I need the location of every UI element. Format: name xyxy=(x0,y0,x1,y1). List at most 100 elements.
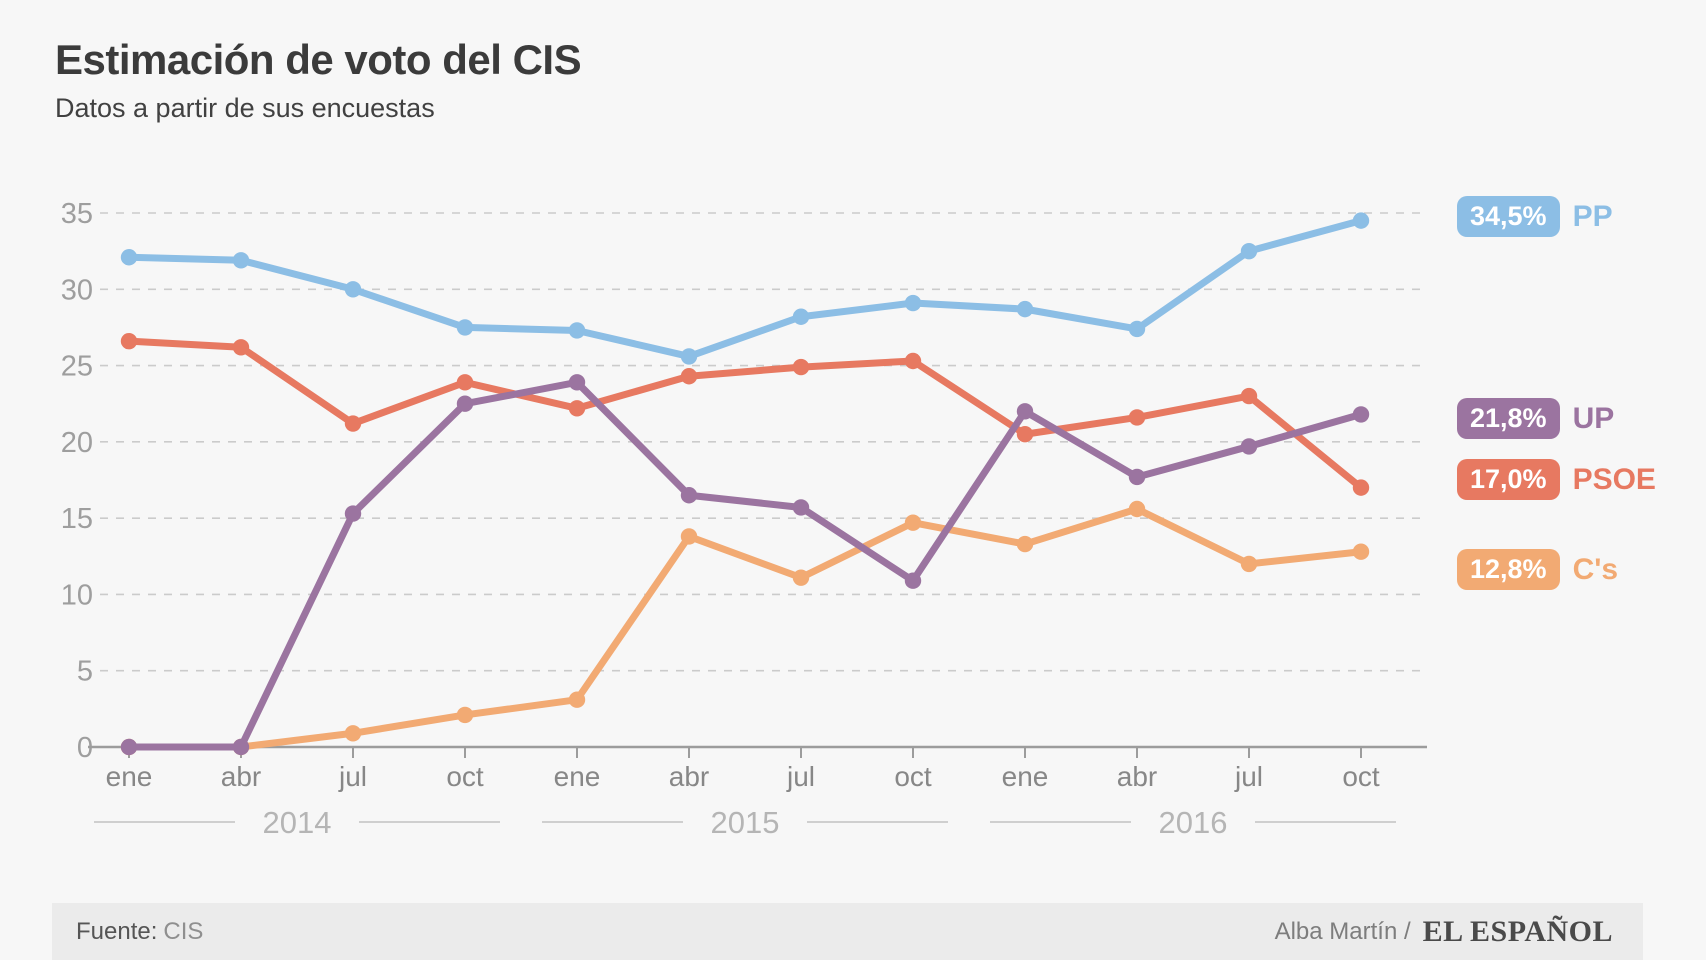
data-point xyxy=(568,374,586,391)
data-point xyxy=(456,395,474,412)
series-UP-line xyxy=(120,374,1370,756)
series-Cs-line xyxy=(120,500,1370,756)
data-point xyxy=(904,514,922,531)
data-point xyxy=(904,572,922,589)
svg-text:abr: abr xyxy=(1117,761,1157,792)
x-axis: ene abr jul oct ene abr jul oct ene abr jul oct xyxy=(88,745,1427,792)
source-note: Fuente: CIS xyxy=(76,918,203,946)
page-subtitle: Datos a partir de sus encuestas xyxy=(55,93,435,123)
data-point xyxy=(1128,468,1146,486)
data-point xyxy=(1352,479,1370,496)
svg-text:ene: ene xyxy=(1002,761,1049,792)
svg-text:0: 0 xyxy=(77,732,93,764)
psoe-value-badge: 17,0% xyxy=(1457,459,1560,500)
data-point xyxy=(568,322,586,339)
data-point xyxy=(232,252,250,269)
y-axis-tick-labels: 0 5 10 15 20 25 30 35 xyxy=(61,198,93,764)
svg-text:abr: abr xyxy=(669,761,709,792)
svg-text:jul: jul xyxy=(338,761,367,792)
data-point xyxy=(1128,320,1146,338)
svg-text:oct: oct xyxy=(894,761,932,792)
data-point xyxy=(456,706,474,724)
data-point xyxy=(792,499,810,516)
data-point xyxy=(792,358,810,376)
legend-item-psoe: 17,0% PSOE xyxy=(1457,459,1656,500)
svg-text:10: 10 xyxy=(61,579,93,611)
source-label: Fuente: xyxy=(76,917,158,945)
data-point xyxy=(120,249,138,266)
series-PP-line xyxy=(120,212,1370,365)
svg-text:oct: oct xyxy=(446,761,484,792)
el-espanol-logo: EL ESPAÑOL xyxy=(1422,914,1613,948)
gridlines xyxy=(100,212,1427,672)
svg-text:oct: oct xyxy=(1342,761,1380,792)
svg-text:5: 5 xyxy=(77,656,93,688)
header: Estimación de voto del CIS Datos a parti… xyxy=(55,36,582,124)
data-point xyxy=(1240,387,1258,405)
data-point xyxy=(456,374,474,391)
pp-value-badge: 34,5% xyxy=(1457,196,1560,237)
up-party-label: UP xyxy=(1572,401,1615,435)
svg-text:2014: 2014 xyxy=(263,805,332,840)
svg-text:20: 20 xyxy=(61,427,93,459)
data-point xyxy=(680,348,698,365)
svg-text:30: 30 xyxy=(61,274,93,306)
data-point xyxy=(1016,426,1034,443)
data-point xyxy=(232,339,250,356)
svg-text:abr: abr xyxy=(221,761,261,792)
legend-item-pp: 34,5% PP xyxy=(1457,196,1613,237)
page-title: Estimación de voto del CIS xyxy=(55,36,582,83)
data-point xyxy=(568,691,586,708)
data-point xyxy=(1240,438,1258,455)
data-point xyxy=(568,400,586,417)
credit-note: Alba Martín / EL ESPAÑOL xyxy=(1275,915,1613,949)
data-point xyxy=(1016,300,1034,318)
legend-item-cs: 12,8% C's xyxy=(1457,549,1618,590)
data-point xyxy=(904,294,922,312)
data-point xyxy=(1016,535,1034,553)
data-point xyxy=(344,725,362,742)
svg-text:ene: ene xyxy=(106,761,153,792)
data-point xyxy=(232,738,250,756)
data-point xyxy=(680,487,698,504)
psoe-party-label: PSOE xyxy=(1572,462,1656,496)
data-point xyxy=(680,368,698,385)
up-value-badge: 21,8% xyxy=(1457,398,1560,439)
source-value: CIS xyxy=(163,917,204,945)
data-point xyxy=(1240,242,1258,260)
data-point xyxy=(456,319,474,336)
data-point xyxy=(344,281,362,298)
svg-text:ene: ene xyxy=(554,761,601,792)
svg-text:jul: jul xyxy=(786,761,815,792)
data-point xyxy=(792,308,810,325)
cs-party-label: C's xyxy=(1572,552,1619,586)
data-point xyxy=(344,415,362,432)
data-point xyxy=(1128,500,1146,518)
cs-value-badge: 12,8% xyxy=(1457,549,1560,590)
data-point xyxy=(1128,409,1146,426)
series-PSOE-line xyxy=(120,332,1370,496)
svg-text:jul: jul xyxy=(1234,761,1263,792)
year-group-labels: 2014 2015 2016 xyxy=(94,805,1396,840)
data-point xyxy=(1352,543,1370,560)
data-point xyxy=(1016,403,1034,420)
data-point xyxy=(1352,406,1370,423)
svg-text:25: 25 xyxy=(61,351,93,383)
data-point xyxy=(344,505,362,522)
legend-item-up: 21,8% UP xyxy=(1457,398,1614,439)
svg-text:15: 15 xyxy=(61,503,93,535)
data-point xyxy=(680,528,698,545)
data-point xyxy=(1240,555,1258,573)
svg-text:2016: 2016 xyxy=(1159,805,1228,840)
data-point xyxy=(1352,212,1370,229)
author-credit: Alba Martín / xyxy=(1274,917,1411,945)
svg-text:2015: 2015 xyxy=(711,805,780,840)
data-point xyxy=(792,569,810,586)
pp-party-label: PP xyxy=(1572,199,1613,233)
data-point xyxy=(120,738,138,756)
data-point xyxy=(904,352,922,370)
footer-band: Fuente: CIS Alba Martín / EL ESPAÑOL xyxy=(52,903,1643,960)
data-point xyxy=(120,332,138,350)
